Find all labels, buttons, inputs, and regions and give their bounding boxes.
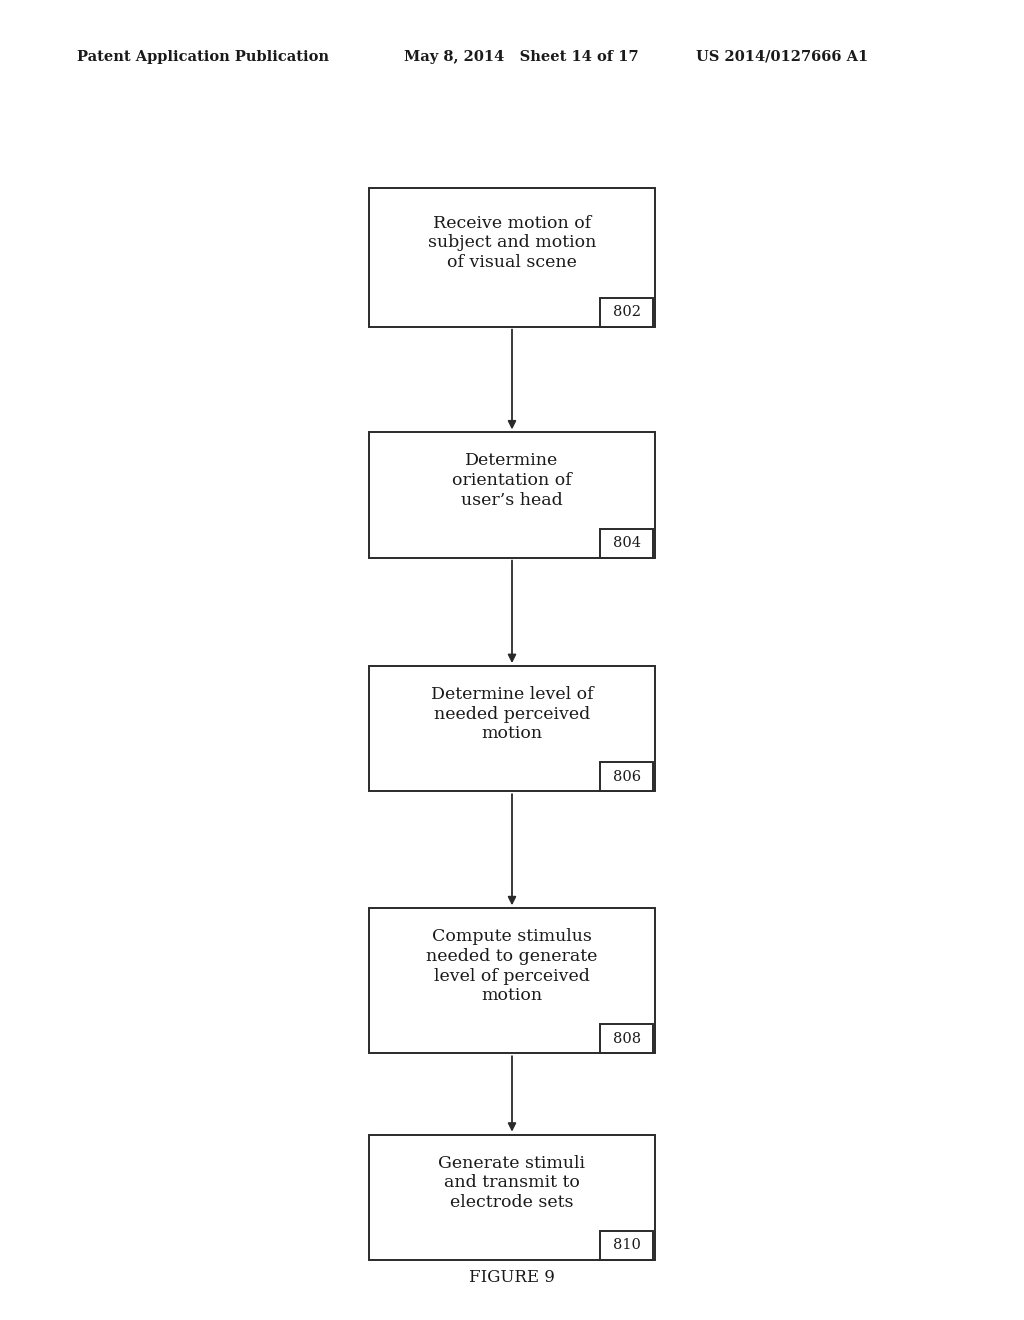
Bar bbox=[369, 433, 655, 557]
Text: US 2014/0127666 A1: US 2014/0127666 A1 bbox=[696, 50, 868, 63]
Bar bbox=[369, 187, 655, 326]
Bar bbox=[600, 1230, 653, 1259]
Bar bbox=[600, 762, 653, 791]
Text: Patent Application Publication: Patent Application Publication bbox=[77, 50, 329, 63]
Bar bbox=[600, 297, 653, 326]
Text: Receive motion of
subject and motion
of visual scene: Receive motion of subject and motion of … bbox=[428, 215, 596, 271]
Bar bbox=[600, 1024, 653, 1053]
Text: Generate stimuli
and transmit to
electrode sets: Generate stimuli and transmit to electro… bbox=[438, 1155, 586, 1210]
Text: 806: 806 bbox=[612, 770, 641, 784]
Text: May 8, 2014   Sheet 14 of 17: May 8, 2014 Sheet 14 of 17 bbox=[404, 50, 639, 63]
Text: FIGURE 9: FIGURE 9 bbox=[469, 1270, 555, 1286]
Text: 804: 804 bbox=[612, 536, 641, 550]
Bar bbox=[369, 665, 655, 791]
Text: 810: 810 bbox=[612, 1238, 641, 1253]
Bar bbox=[600, 528, 653, 557]
Text: 802: 802 bbox=[612, 305, 641, 319]
Text: Compute stimulus
needed to generate
level of perceived
motion: Compute stimulus needed to generate leve… bbox=[426, 928, 598, 1005]
Bar bbox=[369, 908, 655, 1053]
Bar bbox=[369, 1134, 655, 1259]
Text: Determine level of
needed perceived
motion: Determine level of needed perceived moti… bbox=[431, 686, 593, 742]
Text: 808: 808 bbox=[612, 1032, 641, 1045]
Text: Determine
orientation of
user’s head: Determine orientation of user’s head bbox=[453, 453, 571, 508]
